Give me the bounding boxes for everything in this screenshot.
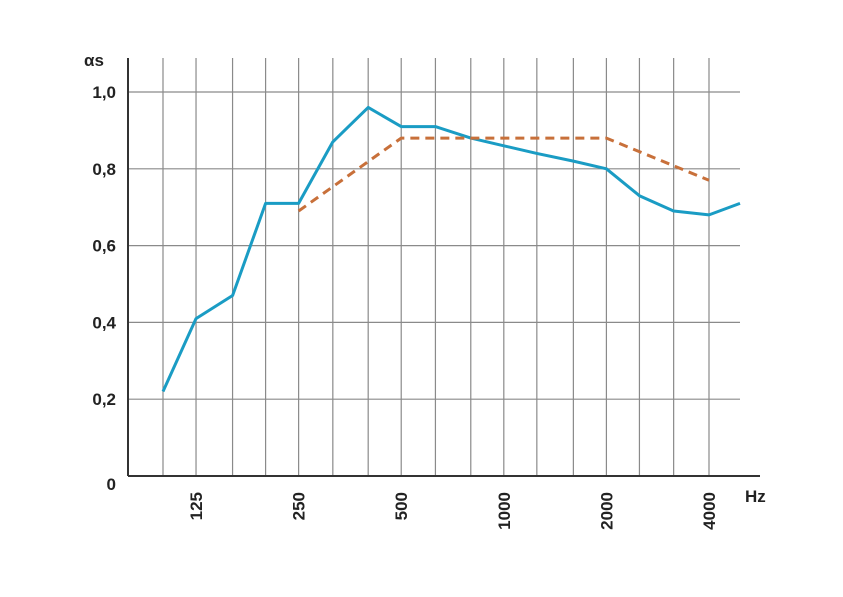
series-line-dashed [297,136,710,213]
y-tick-label: 0,6 [92,237,116,256]
series-line-solid [161,105,741,393]
axes [127,58,760,477]
x-tick-label: 500 [392,492,411,520]
tick-labels: 0 0,2 0,4 0,6 0,8 1,0 125 250 500 1000 2000 4000 αs H… [84,51,766,530]
x-tick-label: 250 [290,492,309,520]
y-tick-label: 0,4 [92,313,116,332]
y-tick-label: 0,8 [92,160,116,179]
x-tick-label: 125 [187,492,206,520]
grid [128,58,740,476]
y-tick-label: 0,2 [92,390,116,409]
y-axis-label: αs [84,51,104,70]
y-tick-label: 1,0 [92,83,116,102]
x-tick-label: 4000 [700,492,719,530]
y-tick-label: 0 [107,475,116,494]
x-tick-label: 2000 [597,492,616,530]
series-group [161,105,741,393]
x-tick-label: 1000 [495,492,514,530]
x-axis-label: Hz [745,487,766,506]
